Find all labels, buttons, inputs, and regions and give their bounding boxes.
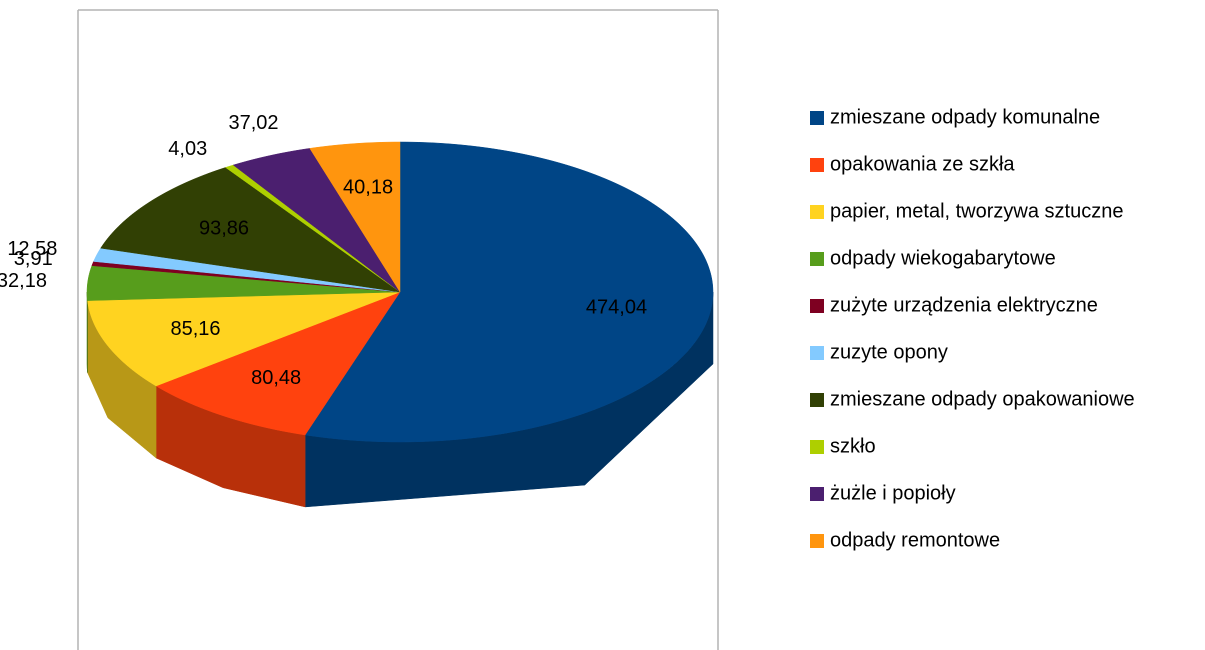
data-label: 80,48 xyxy=(251,367,301,389)
data-label: 93,86 xyxy=(199,218,249,240)
legend-swatch xyxy=(810,158,824,172)
pie-slice xyxy=(304,141,714,443)
legend-label: zużyte urządzenia elektryczne xyxy=(830,294,1098,316)
legend-swatch xyxy=(810,346,824,360)
data-label: 474,04 xyxy=(586,296,647,318)
pie-slice xyxy=(93,247,401,293)
pie-side xyxy=(86,291,88,373)
pie-slice xyxy=(309,141,401,293)
data-label: 4,03 xyxy=(168,138,207,160)
legend-swatch xyxy=(810,205,824,219)
data-label: 32,18 xyxy=(0,270,47,292)
data-label: 85,16 xyxy=(170,318,220,340)
legend-label: szkło xyxy=(830,435,876,457)
legend-swatch xyxy=(810,111,824,125)
data-label: 37,02 xyxy=(228,112,278,134)
pie-slice xyxy=(155,291,401,436)
legend-label: opakowania ze szkła xyxy=(830,153,1015,175)
legend-label: odpady remontowe xyxy=(830,529,1000,551)
data-label: 12,58 xyxy=(7,238,57,260)
data-label: 3,91 xyxy=(14,248,53,270)
pie-tops xyxy=(86,141,714,443)
legend-label: żużle i popioły xyxy=(830,482,956,504)
pie-slice xyxy=(232,148,401,293)
legend-swatch xyxy=(810,299,824,313)
legend-swatch xyxy=(810,393,824,407)
legend-label: zmieszane odpady opakowaniowe xyxy=(830,388,1135,410)
pie-slice xyxy=(87,291,401,387)
legend-swatch xyxy=(810,252,824,266)
legend-swatch xyxy=(810,487,824,501)
legend-label: odpady wiekogabarytowe xyxy=(830,247,1056,269)
legend-label: papier, metal, tworzywa sztuczne xyxy=(830,200,1123,222)
pie-slice xyxy=(100,167,401,293)
legend: zmieszane odpady komunalne opakowania ze … xyxy=(810,106,1135,551)
pie-slice xyxy=(86,265,401,301)
frame xyxy=(77,9,719,650)
legend-label: zuzyte opony xyxy=(830,341,948,363)
legend-label: zmieszane odpady komunalne xyxy=(830,106,1100,128)
data-label: 40,18 xyxy=(343,176,393,198)
legend-swatch xyxy=(810,440,824,454)
legend-swatch xyxy=(810,534,824,548)
